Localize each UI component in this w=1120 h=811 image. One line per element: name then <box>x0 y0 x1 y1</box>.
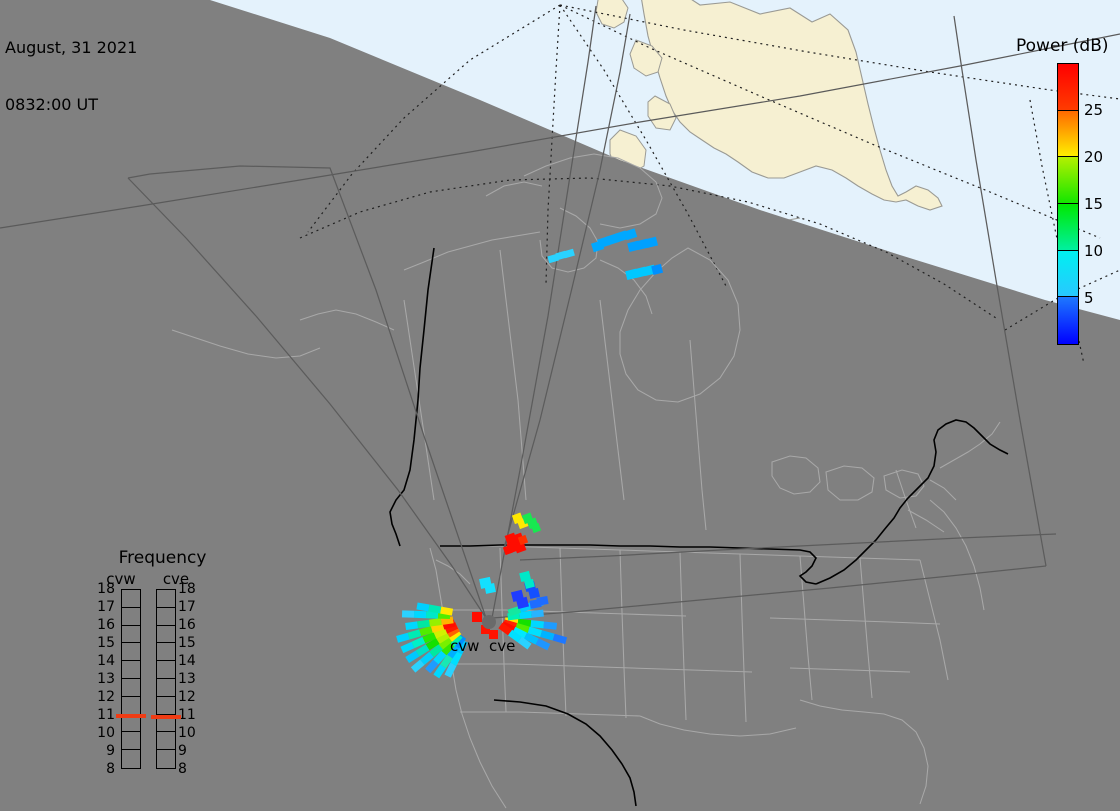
freq-cell <box>157 661 175 679</box>
freq-tick-cve-10: 10 <box>178 725 196 741</box>
frequency-bar-cvw <box>121 589 141 769</box>
freq-cell <box>157 643 175 662</box>
colorbar-segment-0-5 <box>1058 297 1078 344</box>
daylight-region <box>0 0 1120 320</box>
frequency-legend-title: Frequency <box>118 548 207 568</box>
freq-tick-cvw-18: 18 <box>97 581 115 597</box>
cve-fan-beams <box>498 598 568 651</box>
frequency-label-cvw: cvw <box>106 570 136 588</box>
frequency-legend: Frequency cvw 18 17 16 15 14 13 12 11 10… <box>85 548 240 788</box>
freq-tick-cve-8: 8 <box>178 761 187 777</box>
frequency-scale-cve: 18 17 16 15 14 13 12 11 10 9 8 <box>178 581 200 777</box>
colorbar-tick-25: 25 <box>1084 101 1104 119</box>
freq-cell <box>122 661 140 679</box>
freq-tick-cve-18: 18 <box>178 581 196 597</box>
colorbar-tick-5: 5 <box>1084 289 1094 307</box>
frequency-scale-cvw: 18 17 16 15 14 13 12 11 10 9 8 <box>93 581 115 777</box>
freq-tick-cve-14: 14 <box>178 653 196 669</box>
colorbar-segment-20-25 <box>1058 110 1078 158</box>
power-colorbar: Power (dB) 25 20 15 10 5 <box>1010 36 1120 366</box>
freq-tick-cvw-8: 8 <box>106 761 115 777</box>
freq-tick-cvw-11: 11 <box>97 707 115 723</box>
freq-tick-cvw-12: 12 <box>97 689 115 705</box>
timestamp-date: August, 31 2021 <box>5 38 138 57</box>
freq-tick-cvw-10: 10 <box>97 725 115 741</box>
freq-cell <box>122 715 140 733</box>
freq-cell <box>122 697 140 715</box>
frequency-marker-cve <box>151 715 181 719</box>
freq-tick-cve-17: 17 <box>178 599 196 615</box>
colorbar-segment-10-15 <box>1058 203 1078 251</box>
freq-cell <box>157 750 175 768</box>
freq-cell <box>122 608 140 626</box>
timestamp-time: 0832:00 UT <box>5 95 99 114</box>
colorbar-tick-10: 10 <box>1084 242 1104 260</box>
freq-tick-cvw-17: 17 <box>97 599 115 615</box>
colorbar-tick-15: 15 <box>1084 195 1104 213</box>
freq-tick-cve-9: 9 <box>178 743 187 759</box>
freq-tick-cvw-15: 15 <box>97 635 115 651</box>
colorbar-gradient <box>1057 63 1079 345</box>
freq-tick-cve-13: 13 <box>178 671 196 687</box>
radar-site-dot <box>482 615 496 629</box>
freq-cell <box>157 626 175 644</box>
freq-cell <box>122 643 140 662</box>
colorbar-segment-5-10 <box>1058 250 1078 298</box>
freq-tick-cve-15: 15 <box>178 635 196 651</box>
frequency-marker-cvw <box>116 714 146 718</box>
timestamp-overlay: August, 31 2021 0832:00 UT <box>5 0 137 152</box>
freq-cell <box>157 679 175 697</box>
map-label-cve: cve <box>489 637 516 655</box>
freq-cell <box>122 679 140 697</box>
coastlines-night <box>171 153 1001 809</box>
cvw-fan-beams <box>396 602 468 679</box>
freq-tick-cvw-13: 13 <box>97 671 115 687</box>
freq-tick-cvw-16: 16 <box>97 617 115 633</box>
freq-cell <box>157 732 175 751</box>
terminator-line <box>0 33 1120 229</box>
colorbar-segment-25-30 <box>1058 64 1078 111</box>
freq-tick-cve-12: 12 <box>178 689 196 705</box>
map-label-cvw: cvw <box>450 637 480 655</box>
frequency-label-cve: cve <box>162 570 190 588</box>
radar-backscatter-data <box>396 228 664 679</box>
freq-cell <box>157 590 175 608</box>
freq-cell <box>122 590 140 608</box>
freq-cell <box>122 732 140 751</box>
freq-cell <box>157 697 175 715</box>
radar-fov-outline <box>127 5 1057 619</box>
freq-tick-cve-16: 16 <box>178 617 196 633</box>
freq-tick-cve-11: 11 <box>178 707 196 723</box>
frequency-bar-cve <box>156 589 176 769</box>
freq-tick-cvw-14: 14 <box>97 653 115 669</box>
freq-cell <box>157 608 175 626</box>
colorbar-title: Power (dB) <box>1016 36 1109 56</box>
colorbar-segment-15-20 <box>1058 157 1078 204</box>
freq-cell <box>122 626 140 644</box>
freq-cell <box>157 715 175 733</box>
freq-cell <box>122 750 140 768</box>
colorbar-tick-20: 20 <box>1084 148 1104 166</box>
freq-tick-cvw-9: 9 <box>106 743 115 759</box>
country-borders <box>389 247 1009 807</box>
